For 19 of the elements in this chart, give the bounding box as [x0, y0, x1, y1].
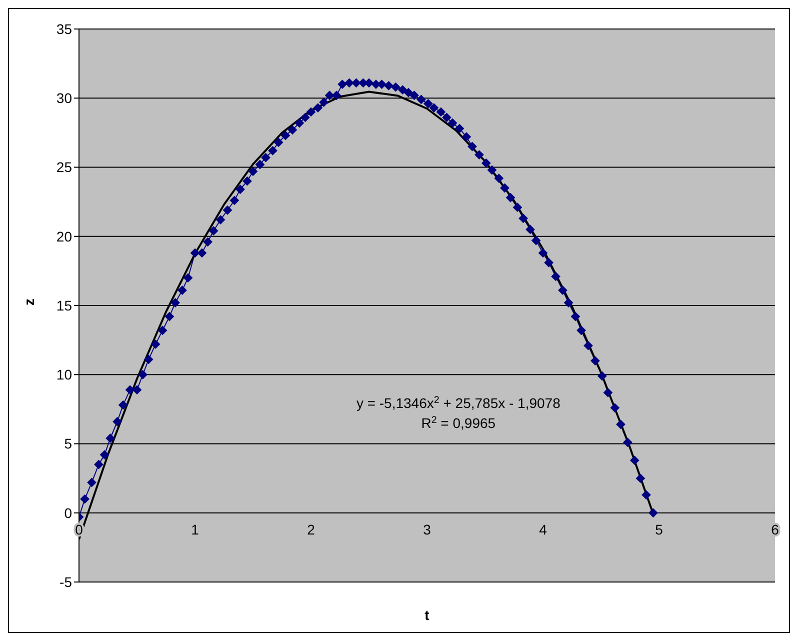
x-tick-label: 1 [191, 522, 200, 538]
y-tick-label: 0 [64, 504, 72, 521]
x-tick-label: 2 [307, 522, 316, 538]
y-axis-title: z [20, 298, 37, 306]
x-tick-label: 5 [655, 522, 664, 538]
y-tick-label: 15 [56, 297, 72, 314]
y-tick-label: 5 [64, 436, 72, 452]
y-tick-label: 25 [56, 159, 72, 176]
annotation: R$^{2}$ = 0,9965 [421, 414, 496, 432]
y-tick-label: 20 [56, 228, 72, 244]
x-tick-label: 3 [423, 522, 432, 538]
x-axis-title: t [424, 607, 430, 623]
y-tick-label: 35 [56, 20, 72, 37]
annotation: y = -5,1346x$^{2}$ + 25,785x - 1,9078 [356, 394, 561, 412]
y-tick-label: -5 [60, 574, 72, 590]
x-tick-label: 6 [771, 522, 780, 538]
x-tick-label: 4 [539, 522, 548, 538]
y-tick-label: 30 [56, 90, 72, 106]
y-tick-label: 10 [56, 366, 72, 383]
